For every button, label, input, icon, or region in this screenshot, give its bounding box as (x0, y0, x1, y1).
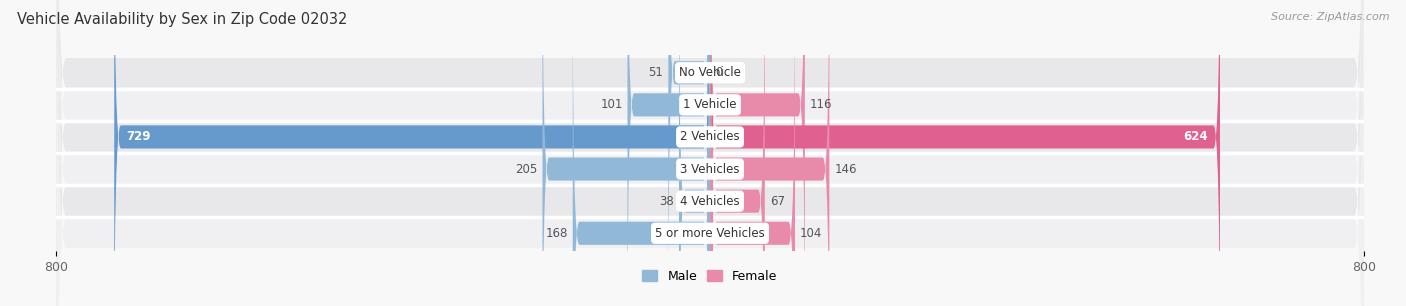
Text: 116: 116 (810, 98, 832, 111)
Text: 67: 67 (769, 195, 785, 208)
FancyBboxPatch shape (56, 0, 1364, 306)
Text: 51: 51 (648, 66, 664, 79)
Text: 729: 729 (127, 130, 150, 144)
Text: 0: 0 (714, 66, 723, 79)
FancyBboxPatch shape (56, 0, 1364, 306)
FancyBboxPatch shape (679, 0, 710, 306)
Text: 5 or more Vehicles: 5 or more Vehicles (655, 227, 765, 240)
FancyBboxPatch shape (56, 0, 1364, 306)
FancyBboxPatch shape (710, 0, 830, 306)
Text: Source: ZipAtlas.com: Source: ZipAtlas.com (1271, 12, 1389, 22)
Text: 4 Vehicles: 4 Vehicles (681, 195, 740, 208)
Text: 3 Vehicles: 3 Vehicles (681, 162, 740, 176)
FancyBboxPatch shape (710, 0, 765, 306)
FancyBboxPatch shape (627, 0, 710, 306)
Text: 101: 101 (600, 98, 623, 111)
Text: 168: 168 (546, 227, 568, 240)
Text: 146: 146 (834, 162, 856, 176)
Text: 624: 624 (1182, 130, 1208, 144)
FancyBboxPatch shape (543, 0, 710, 306)
Text: 38: 38 (659, 195, 673, 208)
Text: 2 Vehicles: 2 Vehicles (681, 130, 740, 144)
FancyBboxPatch shape (56, 0, 1364, 306)
FancyBboxPatch shape (668, 0, 710, 306)
Text: No Vehicle: No Vehicle (679, 66, 741, 79)
Legend: Male, Female: Male, Female (637, 265, 783, 288)
FancyBboxPatch shape (572, 0, 710, 306)
FancyBboxPatch shape (56, 0, 1364, 306)
Text: 205: 205 (516, 162, 537, 176)
FancyBboxPatch shape (710, 0, 1220, 306)
Text: 1 Vehicle: 1 Vehicle (683, 98, 737, 111)
Text: Vehicle Availability by Sex in Zip Code 02032: Vehicle Availability by Sex in Zip Code … (17, 12, 347, 27)
FancyBboxPatch shape (710, 0, 804, 306)
FancyBboxPatch shape (56, 0, 1364, 306)
FancyBboxPatch shape (710, 0, 794, 306)
Text: 104: 104 (800, 227, 823, 240)
FancyBboxPatch shape (114, 0, 710, 306)
